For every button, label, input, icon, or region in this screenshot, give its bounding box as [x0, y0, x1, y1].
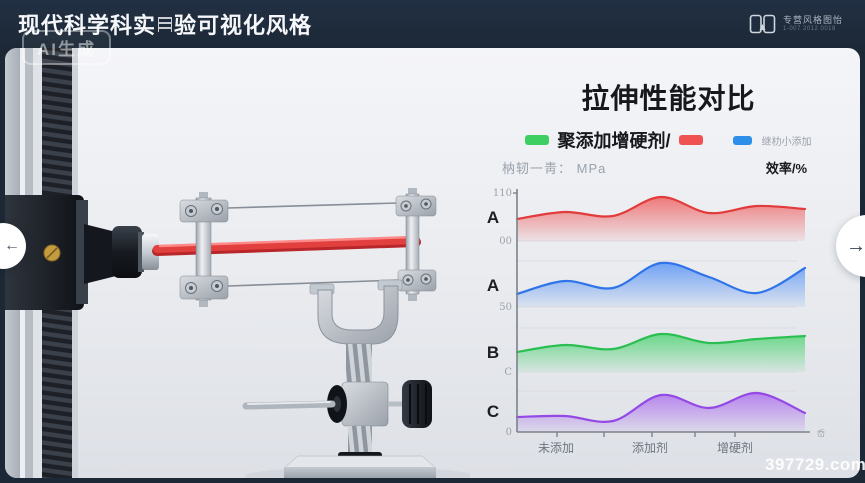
y-tick-label: 110 [493, 188, 512, 199]
bottom-wire [227, 279, 401, 287]
brand-logo: 专营风格图怡 1-007 2012 0018 [749, 14, 865, 35]
side-pin [242, 400, 336, 410]
area-band-c-3 [515, 391, 807, 432]
row-label-c: C [487, 402, 499, 421]
pedestal-base [284, 467, 436, 478]
area-band-b-2 [515, 332, 807, 372]
category-label: 增硬剂 [717, 440, 753, 455]
dense-glyph-decoration [158, 16, 173, 32]
title-bar: 现代科学科实 验可视化风格 专营风格图怡 1-007 2012 0018 [0, 0, 865, 48]
row-label-b: B [487, 343, 499, 362]
chart-title: 拉伸性能对比 [581, 83, 756, 114]
y-tick-label: C [504, 367, 512, 378]
axis-label-row: 枘轫一靑： MPa 效率/% [480, 150, 857, 177]
left-clamp [179, 192, 229, 307]
row-label-a: A [487, 276, 499, 295]
y-axis-unit-label: 枘轫一靑： MPa [502, 161, 607, 176]
row-label-a: A [487, 208, 499, 227]
axis-end-glyph: 岙 [817, 428, 825, 438]
y-tick-label: 50 [499, 302, 512, 313]
y-tick-label: 00 [499, 236, 512, 247]
legend-swatch-red [678, 135, 703, 145]
category-label: 未添加 [538, 441, 574, 455]
right-clamp [395, 188, 437, 301]
chart-legend: 聚添加增硬剂/ 继朸小添加 [480, 130, 857, 151]
legend-swatch-blue [732, 135, 752, 145]
brand-name: 专营风格图怡 [782, 15, 843, 25]
y-tick-label: 0 [506, 427, 512, 438]
legend-label-main: 聚添加增硬剂/ [557, 131, 671, 151]
area-band-a-0 [515, 195, 807, 241]
threaded-stem [346, 344, 372, 382]
brand-sub: 1-007 2012 0018 [782, 25, 836, 32]
legend-swatch-green [525, 135, 550, 145]
u-clamp-stand [242, 279, 437, 478]
machine-illustration [5, 48, 470, 478]
legend-label-minor: 继朸小添加 [761, 136, 812, 148]
top-wire [227, 202, 399, 209]
brand-text: 专营风格图怡 1-007 2012 0018 [783, 15, 843, 33]
ai-generated-badge: AI生成 [22, 30, 111, 65]
machine-head [5, 195, 159, 310]
arrow-right-icon: → [846, 234, 865, 257]
watermark: 397729.com [765, 455, 865, 474]
arrow-left-icon: ← [4, 237, 20, 254]
page-title: 现代科学科实 验可视化风格 [0, 8, 312, 40]
page-title-part1: 现代科学科实 [18, 13, 157, 38]
chuck-collar [142, 234, 159, 270]
chart-panel: 拉伸性能对比 聚添加增硬剂/ 继朸小添加 枘轫一靑： MPa 效率/% 110 0… [480, 60, 857, 466]
slide-canvas: 拉伸性能对比 聚添加增硬剂/ 继朸小添加 枘轫一靑： MPa 效率/% 110 0… [5, 48, 860, 478]
category-label: 添加剂 [632, 440, 668, 455]
open-book-icon [749, 14, 776, 33]
area-band-a-1 [515, 261, 807, 307]
page-title-part2: 验可视化风格 [174, 13, 313, 38]
efficiency-label: 效率/% [765, 161, 807, 176]
